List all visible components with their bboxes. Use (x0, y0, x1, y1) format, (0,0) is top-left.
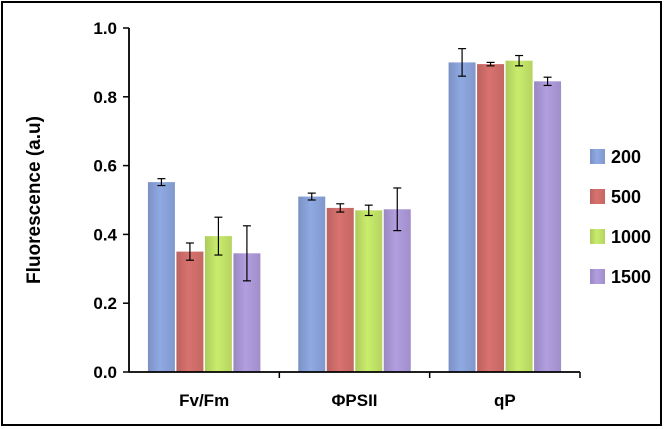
legend-swatch-200 (590, 149, 605, 164)
bar-200 (298, 196, 326, 372)
x-axis: Fv/Fm ΦPSII qP (179, 391, 516, 410)
bar-500 (477, 64, 505, 373)
legend-label-500: 500 (611, 187, 641, 207)
y-axis-label: Fluorescence (a.u) (24, 116, 45, 284)
y-axis: 0.0 0.2 0.4 0.6 0.8 1.0 (93, 19, 129, 382)
y-tick-label: 0.8 (93, 88, 117, 107)
bar-1500 (534, 81, 562, 372)
legend: 200 500 1000 1500 (590, 147, 651, 287)
y-tick-label: 1.0 (93, 19, 117, 38)
axes (128, 28, 581, 378)
y-tick-label: 0.0 (93, 363, 117, 382)
y-tick-label: 0.2 (93, 294, 117, 313)
legend-swatch-1500 (590, 269, 605, 284)
bar-1000 (505, 60, 533, 373)
bars (147, 60, 562, 373)
bar-200 (448, 62, 476, 373)
bar-500 (326, 207, 354, 372)
error-bars (157, 48, 552, 282)
legend-label-1500: 1500 (611, 267, 651, 287)
y-tick-label: 0.4 (93, 225, 117, 244)
legend-label-200: 200 (611, 147, 641, 167)
legend-swatch-1000 (590, 229, 605, 244)
legend-swatch-500 (590, 189, 605, 204)
y-tick-label: 0.6 (93, 157, 117, 176)
bar-1000 (204, 236, 232, 372)
legend-label-1000: 1000 (611, 227, 651, 247)
bar-200 (147, 182, 175, 372)
bar-1500 (383, 209, 411, 372)
bar-500 (176, 251, 204, 372)
x-category-label: Fv/Fm (179, 391, 229, 410)
bar-1000 (355, 210, 383, 372)
x-category-label: ΦPSII (331, 391, 377, 410)
x-category-label: qP (494, 391, 516, 410)
